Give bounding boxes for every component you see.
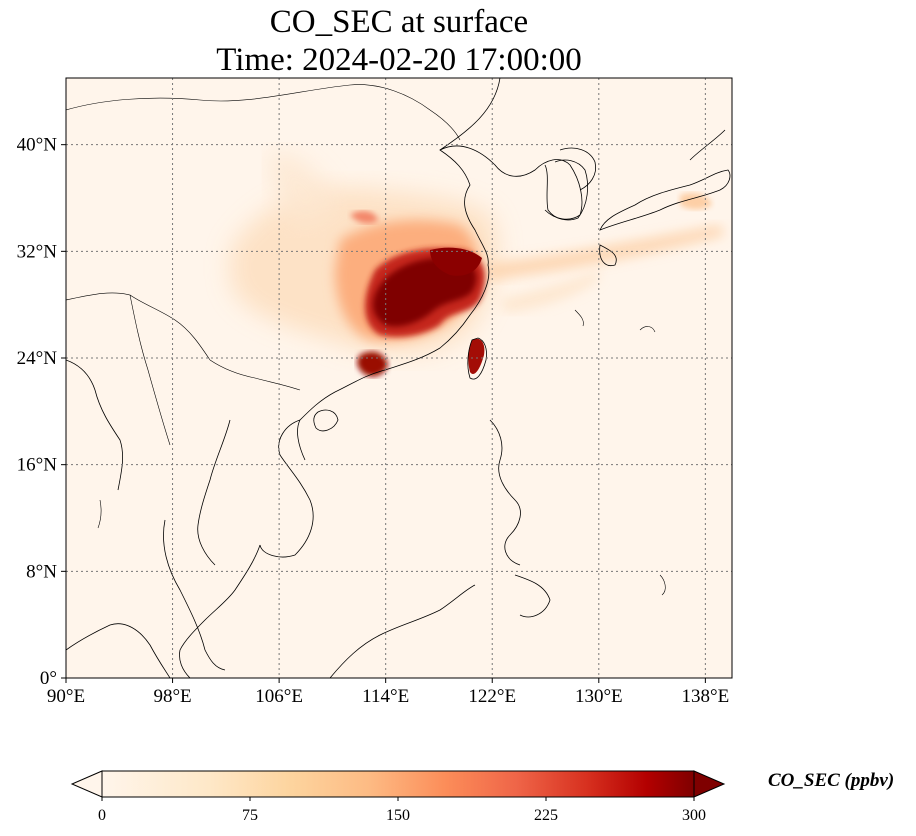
colorbar-extend-min xyxy=(70,770,103,798)
x-tick-label: 98°E xyxy=(153,686,191,707)
x-axis-ticks: 90°E 98°E 106°E 114°E 122°E 130°E 138°E xyxy=(47,678,729,707)
y-tick-label: 8°N xyxy=(26,561,57,582)
colorbar-label: CO_SEC (ppbv) xyxy=(768,770,895,791)
x-tick-label: 122°E xyxy=(468,686,516,707)
y-tick-label: 16°N xyxy=(17,455,58,476)
colorbar-tick-label: 150 xyxy=(386,807,410,824)
colorbar-tick-label: 300 xyxy=(682,807,706,824)
x-tick-label: 114°E xyxy=(362,686,409,707)
colorbar-tick-label: 0 xyxy=(98,807,106,824)
map-background xyxy=(66,78,732,678)
colorbar-tick-label: 225 xyxy=(534,807,558,824)
colorbar-gradient xyxy=(102,771,694,797)
colorbar-extend-max xyxy=(693,770,726,798)
x-tick-label: 90°E xyxy=(47,686,85,707)
colorbar-tick-label: 75 xyxy=(242,807,258,824)
y-tick-label: 32°N xyxy=(17,241,58,262)
y-tick-label: 40°N xyxy=(17,135,58,156)
y-tick-label: 0° xyxy=(40,668,57,689)
map-frame xyxy=(65,77,733,679)
concentration-field xyxy=(230,150,725,377)
colorbar: 0 75 150 225 300 xyxy=(70,770,726,824)
x-tick-label: 106°E xyxy=(255,686,303,707)
x-tick-label: 130°E xyxy=(575,686,623,707)
y-tick-label: 24°N xyxy=(17,348,58,369)
gridlines xyxy=(66,78,732,678)
x-tick-label: 138°E xyxy=(682,686,730,707)
colorbar-ticks: 0 75 150 225 300 xyxy=(98,797,706,824)
map-title-time: Time: 2024-02-20 17:00:00 xyxy=(216,42,582,78)
y-axis-ticks: 0° 8°N 16°N 24°N 32°N 40°N xyxy=(17,135,66,689)
coastlines xyxy=(66,78,731,678)
map-title-variable: CO_SEC at surface xyxy=(269,4,529,40)
